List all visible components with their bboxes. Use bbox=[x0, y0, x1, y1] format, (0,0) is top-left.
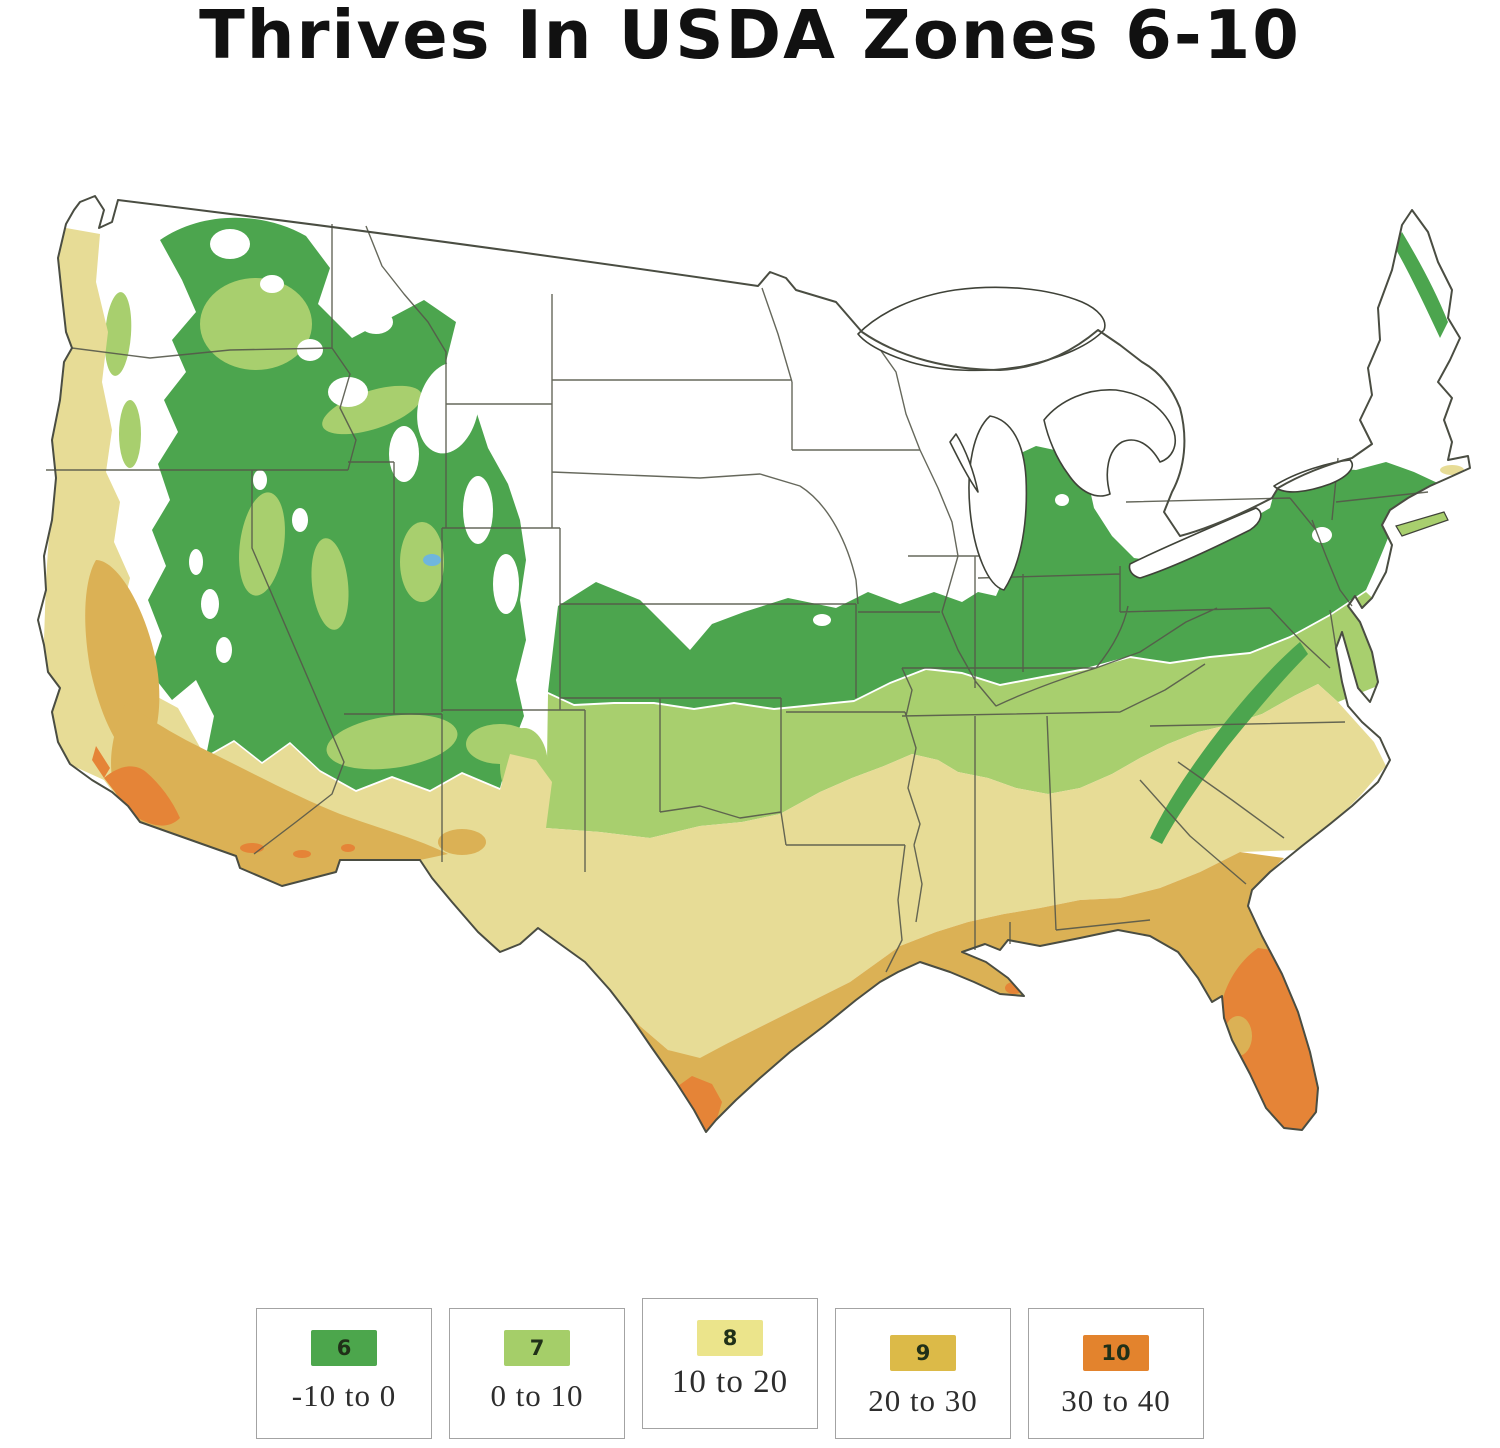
zone6-east-region bbox=[548, 446, 1444, 708]
zone6-number: 6 bbox=[336, 1335, 352, 1360]
zone6-swatch: 6 bbox=[311, 1330, 377, 1366]
great-lakes bbox=[857, 286, 1354, 591]
zone8-range: 10 to 20 bbox=[671, 1364, 789, 1400]
zone8-swatch: 8 bbox=[697, 1320, 763, 1356]
legend-card-zone8: 8 10 to 20 bbox=[642, 1298, 818, 1429]
zone7-west-patches bbox=[104, 278, 548, 804]
lake-ontario bbox=[1273, 459, 1354, 493]
zone10-range: 30 to 40 bbox=[1061, 1383, 1171, 1418]
zone10-number: 10 bbox=[1101, 1340, 1131, 1365]
great-salt-lake bbox=[423, 554, 441, 566]
zone-fills bbox=[44, 217, 1464, 1132]
zone8-number: 8 bbox=[722, 1325, 738, 1350]
lake-superior bbox=[857, 286, 1106, 372]
legend-card-zone7: 7 0 to 10 bbox=[449, 1308, 625, 1439]
state-borders bbox=[46, 224, 1429, 973]
legend-card-zone10: 10 30 to 40 bbox=[1028, 1308, 1204, 1439]
zone6-appalachian-finger bbox=[1150, 642, 1308, 844]
zone7-number: 7 bbox=[529, 1335, 545, 1360]
cape-cod-zone8-dot bbox=[1440, 465, 1464, 475]
long-island bbox=[1395, 511, 1449, 537]
page-title: Thrives In USDA Zones 6-10 bbox=[199, 0, 1301, 74]
zone10-swatch: 10 bbox=[1083, 1335, 1149, 1371]
lake-erie bbox=[1128, 507, 1262, 579]
zone10-regions bbox=[92, 746, 1318, 1132]
zone6-range: -10 to 0 bbox=[291, 1378, 397, 1413]
zone7-range: 0 to 10 bbox=[490, 1378, 584, 1413]
lake-huron bbox=[1043, 389, 1176, 497]
zone9-range: 20 to 30 bbox=[868, 1383, 978, 1418]
us-outline bbox=[37, 195, 1471, 1133]
legend: 6 -10 to 0 7 0 to 10 8 10 to 20 9 20 to … bbox=[256, 1298, 1204, 1439]
zone9-number: 9 bbox=[915, 1340, 931, 1365]
legend-card-zone6: 6 -10 to 0 bbox=[256, 1308, 432, 1439]
zone6-maine-coast-strip bbox=[1394, 232, 1448, 338]
legend-card-zone9: 9 20 to 30 bbox=[835, 1308, 1011, 1439]
zone9-swatch: 9 bbox=[890, 1335, 956, 1371]
green-bay bbox=[949, 433, 979, 493]
zone7-swatch: 7 bbox=[504, 1330, 570, 1366]
